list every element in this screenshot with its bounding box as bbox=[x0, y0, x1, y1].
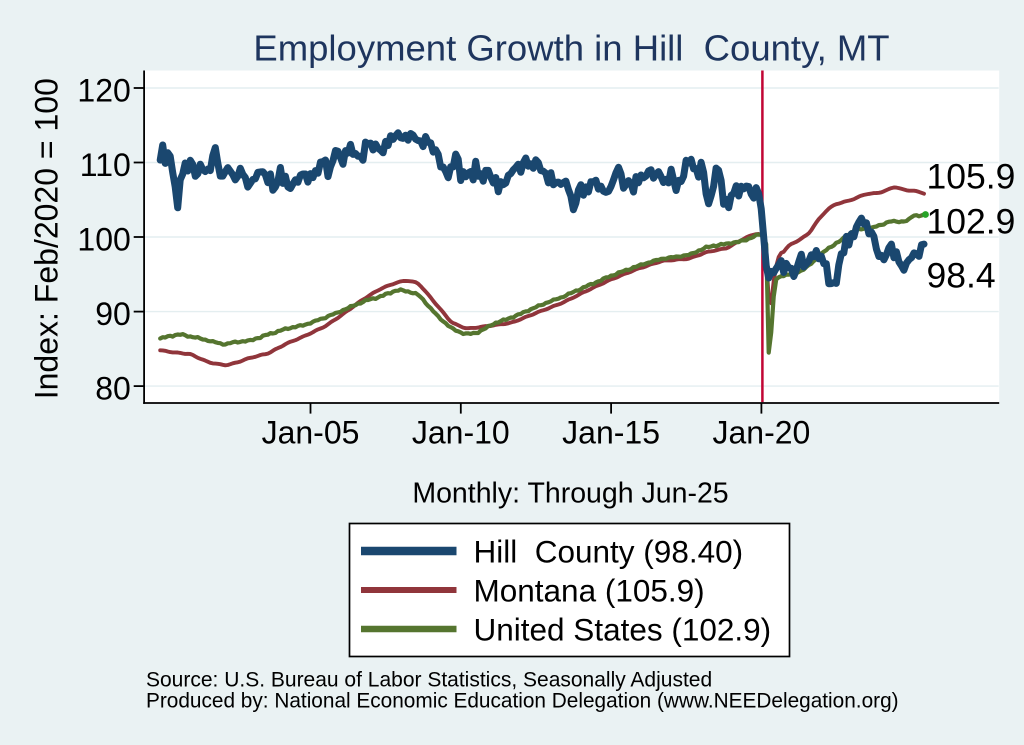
svg-text:Hill County (98.40): Hill County (98.40) bbox=[474, 533, 744, 569]
svg-text:110: 110 bbox=[80, 147, 131, 183]
svg-text:102.9: 102.9 bbox=[927, 201, 1016, 241]
svg-text:Index: Feb/2020 = 100: Index: Feb/2020 = 100 bbox=[29, 78, 65, 399]
svg-text:Jan-15: Jan-15 bbox=[562, 415, 660, 451]
svg-text:100: 100 bbox=[77, 221, 130, 257]
svg-text:105.9: 105.9 bbox=[927, 157, 1016, 197]
svg-text:120: 120 bbox=[77, 72, 130, 108]
svg-text:80: 80 bbox=[95, 371, 131, 407]
svg-text:Employment Growth in Hill Cou: Employment Growth in Hill County, MT bbox=[253, 27, 889, 68]
svg-text:Source: U.S. Bureau of Labor S: Source: U.S. Bureau of Labor Statistics,… bbox=[146, 668, 712, 691]
svg-text:Monthly: Through Jun-25: Monthly: Through Jun-25 bbox=[412, 478, 728, 510]
svg-text:United States (102.9): United States (102.9) bbox=[474, 611, 772, 647]
svg-text:98.4: 98.4 bbox=[927, 256, 996, 296]
svg-text:90: 90 bbox=[95, 296, 131, 332]
svg-text:Jan-10: Jan-10 bbox=[412, 415, 510, 451]
svg-text:Montana (105.9): Montana (105.9) bbox=[474, 572, 705, 608]
svg-text:Produced by: National Economic: Produced by: National Economic Education… bbox=[146, 690, 899, 713]
svg-text:Jan-20: Jan-20 bbox=[712, 415, 810, 451]
svg-text:Jan-05: Jan-05 bbox=[262, 415, 360, 451]
